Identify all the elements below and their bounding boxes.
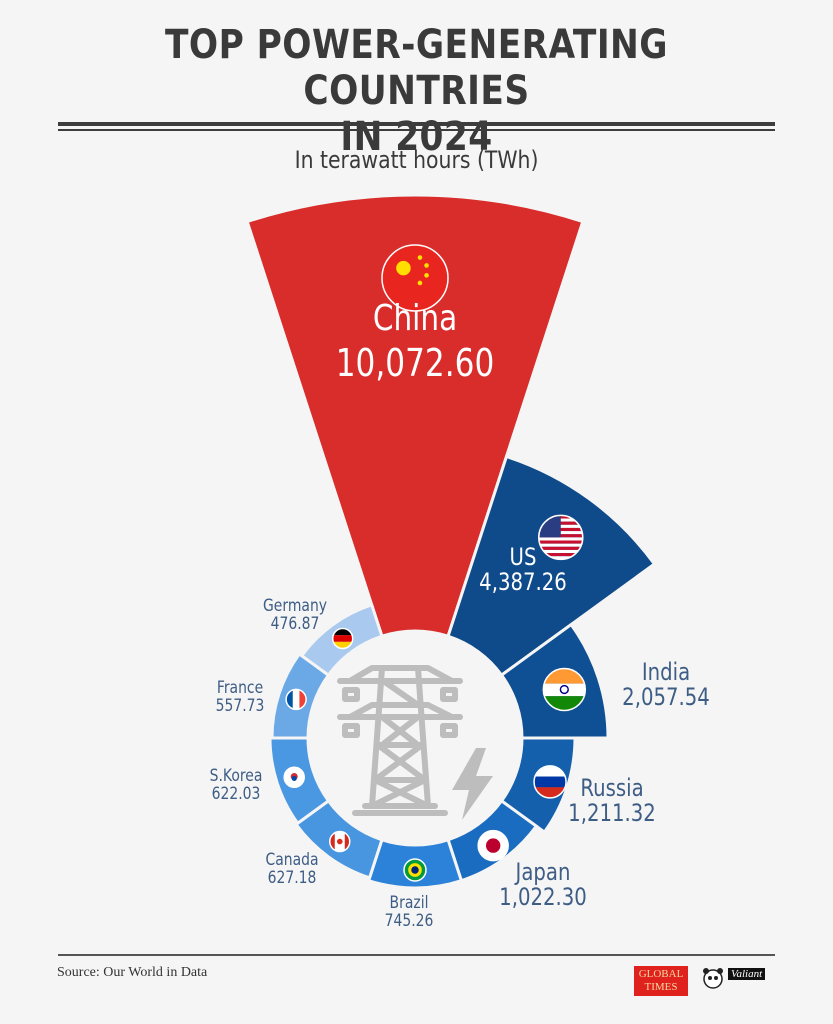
south-korea-flag-icon	[283, 766, 305, 788]
germany-flag-icon	[331, 627, 354, 650]
country-name: India	[641, 658, 691, 686]
valiant-logo: Valiant	[728, 968, 766, 980]
label-us: US 4,387.26	[479, 543, 567, 597]
title-divider-bottom	[58, 129, 775, 131]
label-india: India 2,057.54	[622, 658, 710, 712]
country-value: 745.26	[384, 910, 434, 931]
label-brazil: Brazil 745.26	[384, 893, 434, 931]
country-name: Russia	[580, 774, 644, 802]
chart-segments	[245, 193, 657, 890]
lightning-bolt-icon	[452, 748, 493, 820]
country-name: S.Korea	[209, 766, 263, 786]
country-name: Brazil	[389, 893, 429, 913]
russia-flag-icon	[533, 765, 567, 799]
country-value: 476.87	[270, 613, 320, 634]
global-times-logo: GLOBAL TIMES	[634, 966, 688, 996]
china-flag-icon	[381, 244, 449, 312]
country-value: 1,211.32	[568, 799, 656, 828]
label-germany: Germany 476.87	[262, 596, 328, 634]
japan-flag-icon	[477, 829, 509, 862]
title-line-2: IN 2024	[340, 114, 493, 160]
country-name: US	[509, 543, 537, 571]
label-russia: Russia 1,211.32	[568, 774, 656, 828]
country-value: 10,072.60	[335, 340, 495, 385]
footer-divider	[58, 954, 775, 956]
country-value: 4,387.26	[479, 568, 567, 597]
france-flag-icon	[285, 688, 307, 711]
title-divider-top	[58, 122, 775, 126]
chart-title: TOP POWER-GENERATING COUNTRIES IN 2024	[58, 22, 774, 160]
country-name: Japan	[515, 858, 571, 886]
country-value: 1,022.30	[499, 883, 587, 912]
country-name: China	[372, 298, 458, 339]
country-name: Germany	[262, 596, 328, 616]
title-line-1: TOP POWER-GENERATING COUNTRIES	[165, 22, 668, 114]
chart-subtitle: In terawatt hours (TWh)	[294, 146, 539, 174]
country-name: Canada	[265, 850, 319, 870]
country-value: 627.18	[267, 867, 317, 888]
power-transmission-tower-icon	[337, 665, 463, 816]
label-china: China 10,072.60	[336, 300, 495, 384]
country-name: France	[216, 678, 264, 698]
label-france: France 557.73	[215, 678, 265, 716]
country-value: 2,057.54	[622, 683, 710, 712]
brazil-flag-icon	[403, 858, 427, 882]
label-japan: Japan 1,022.30	[499, 858, 587, 912]
country-value: 557.73	[215, 695, 265, 716]
india-flag-icon	[542, 667, 587, 712]
segment-china	[245, 193, 585, 639]
panda-logo-icon	[703, 968, 723, 989]
label-canada: Canada 627.18	[265, 850, 319, 888]
segment-us	[446, 454, 657, 678]
label-skorea: S.Korea 622.03	[209, 766, 263, 804]
source-note: Source: Our World in Data	[57, 965, 208, 980]
canada-flag-icon	[329, 830, 351, 853]
country-value: 622.03	[211, 783, 261, 804]
